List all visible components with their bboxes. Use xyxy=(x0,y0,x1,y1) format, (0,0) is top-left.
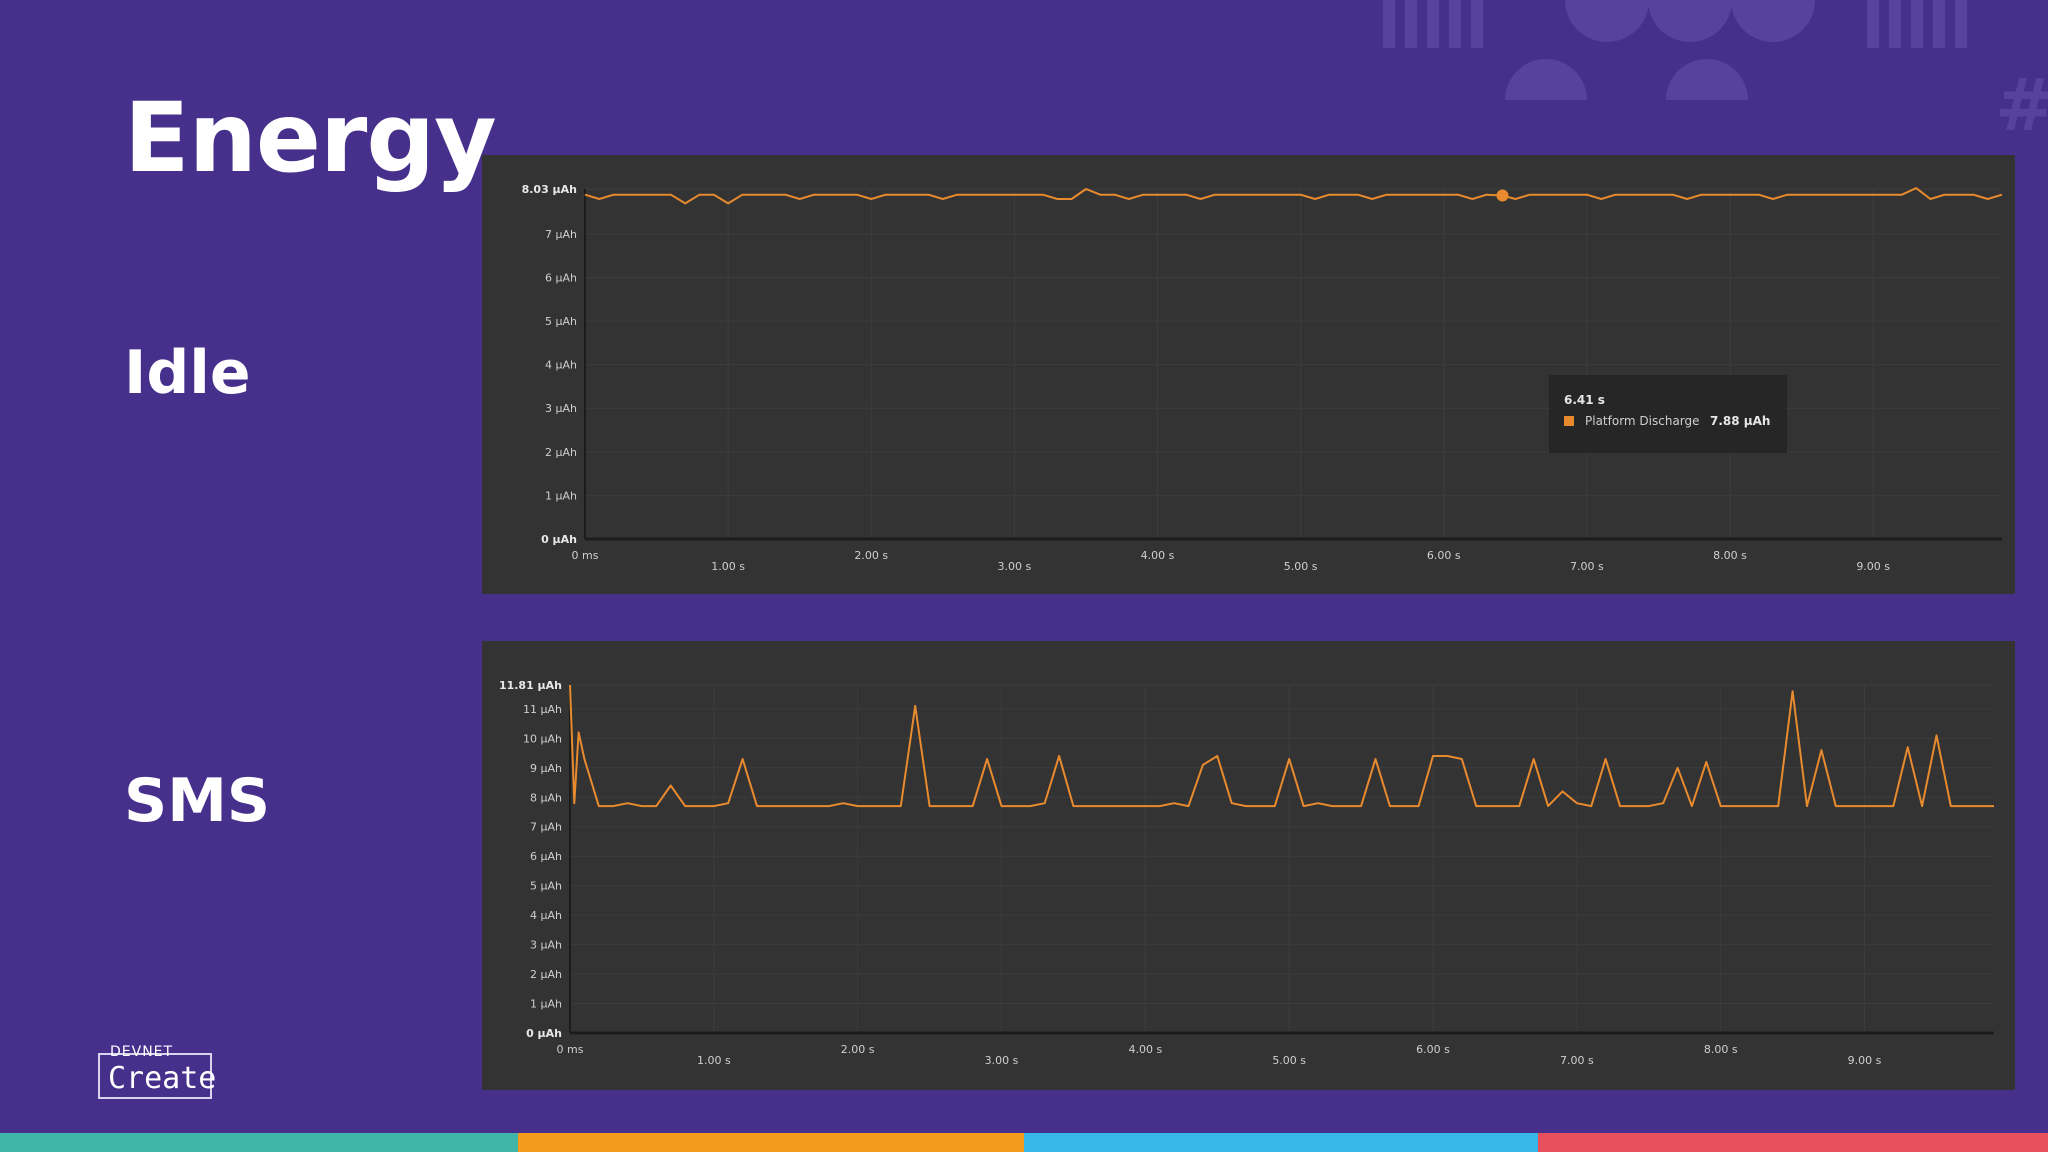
x-tick-label: 9.00 s xyxy=(1856,560,1890,573)
x-tick-label: 3.00 s xyxy=(998,560,1032,573)
x-tick-label: 2.00 s xyxy=(841,1043,875,1056)
slide-title: Energy xyxy=(124,82,497,194)
x-tick-label: 8.00 s xyxy=(1704,1043,1738,1056)
y-tick-label: 2 µAh xyxy=(530,968,562,981)
x-tick-label: 5.00 s xyxy=(1272,1054,1306,1067)
devnet-create-logo: DEVNET Create xyxy=(98,1044,216,1102)
x-tick-label: 8.00 s xyxy=(1713,549,1747,562)
idle-chart: 8.03 µAh 7 µAh 6 µAh 5 µAh 4 µAh 3 µAh 2 µAh 1 … xyxy=(482,155,2015,594)
series-line xyxy=(584,187,2003,205)
stripe-blue xyxy=(1024,1133,1538,1152)
y-tick-label: 11.81 µAh xyxy=(499,679,562,692)
y-tick-label: 5 µAh xyxy=(530,880,562,893)
stripe-red xyxy=(1538,1133,2048,1152)
y-tick-label: 1 µAh xyxy=(530,998,562,1011)
x-tick-label: 6.00 s xyxy=(1427,549,1461,562)
stripe-orange xyxy=(518,1133,1024,1152)
y-tick-label: 1 µAh xyxy=(545,489,577,502)
y-tick-label: 9 µAh xyxy=(530,762,562,775)
x-tick-label: 7.00 s xyxy=(1570,560,1604,573)
sms-label: SMS xyxy=(124,766,271,836)
tooltip-series-name: Platform Discharge xyxy=(1585,414,1700,428)
y-tick-label: 4 µAh xyxy=(545,359,577,372)
tooltip-swatch xyxy=(1564,416,1574,426)
y-tick-label: 3 µAh xyxy=(530,939,562,952)
logo-frame xyxy=(98,1053,212,1099)
x-tick-label: 4.00 s xyxy=(1128,1043,1162,1056)
x-tick-label: 2.00 s xyxy=(854,549,888,562)
x-tick-label: 1.00 s xyxy=(711,560,745,573)
hover-point[interactable] xyxy=(1496,189,1509,202)
x-tick-label: 7.00 s xyxy=(1560,1054,1594,1067)
y-tick-label: 6 µAh xyxy=(545,271,577,284)
y-tick-label: 3 µAh xyxy=(545,402,577,415)
y-tick-label: 4 µAh xyxy=(530,909,562,922)
series-line xyxy=(569,684,1994,808)
x-tick-label: 9.00 s xyxy=(1848,1054,1882,1067)
x-tick-label: 4.00 s xyxy=(1141,549,1175,562)
y-tick-label: 7 µAh xyxy=(545,228,577,241)
y-tick-label: 10 µAh xyxy=(523,732,562,745)
x-tick-label: 0 ms xyxy=(572,549,599,562)
y-tick-label: 7 µAh xyxy=(530,821,562,834)
y-tick-label: 5 µAh xyxy=(545,315,577,328)
sms-chart: 11.81 µAh 11 µAh 10 µAh 9 µAh 8 µAh 7 µAh 6 µA… xyxy=(482,641,2015,1090)
x-tick-label: 0 ms xyxy=(557,1043,584,1056)
y-tick-label: 0 µAh xyxy=(526,1027,562,1040)
idle-label: Idle xyxy=(124,338,251,408)
x-tick-label: 1.00 s xyxy=(697,1054,731,1067)
x-tick-label: 5.00 s xyxy=(1284,560,1318,573)
y-tick-label: 8 µAh xyxy=(530,791,562,804)
sms-chart-svg: 11.81 µAh 11 µAh 10 µAh 9 µAh 8 µAh 7 µAh 6 µA… xyxy=(499,679,1994,1067)
y-tick-label: 0 µAh xyxy=(541,533,577,546)
y-tick-label: 6 µAh xyxy=(530,850,562,863)
logo-top-text: DEVNET xyxy=(110,1044,174,1060)
background-decoration: # # xyxy=(1383,0,2048,147)
stripe-teal xyxy=(0,1133,518,1152)
chart-tooltip: 6.41 s Platform Discharge 7.88 µAh xyxy=(1549,375,1787,453)
tooltip-value: 7.88 µAh xyxy=(1710,414,1771,428)
y-tick-label: 8.03 µAh xyxy=(522,183,577,196)
svg-text:#: # xyxy=(1995,63,2048,147)
x-tick-label: 6.00 s xyxy=(1416,1043,1450,1056)
x-tick-label: 3.00 s xyxy=(985,1054,1019,1067)
logo-main-text: Create xyxy=(108,1061,217,1096)
y-tick-label: 11 µAh xyxy=(523,703,562,716)
tooltip-time: 6.41 s xyxy=(1564,393,1605,407)
y-tick-label: 2 µAh xyxy=(545,446,577,459)
